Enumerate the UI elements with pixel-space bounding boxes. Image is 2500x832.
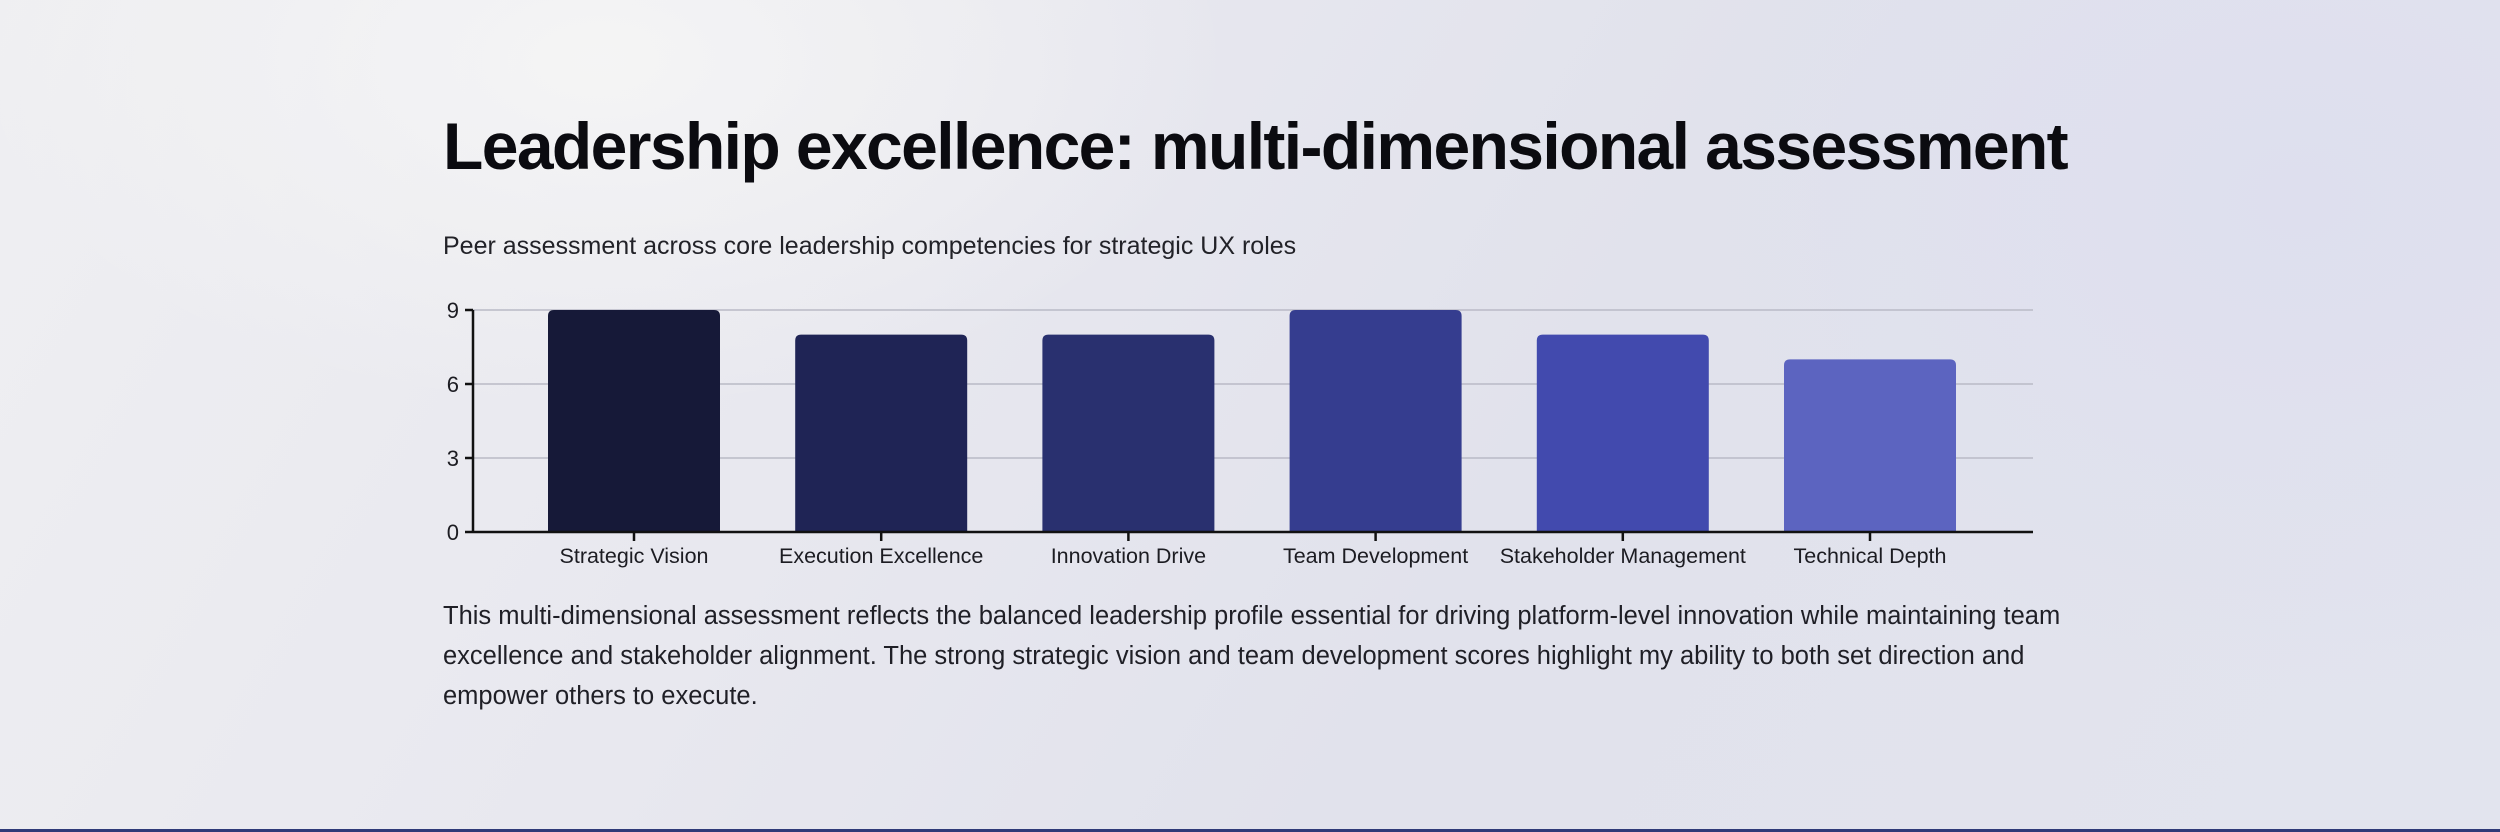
x-tick-label: Execution Excellence — [779, 544, 983, 568]
page-title: Leadership excellence: multi-dimensional… — [443, 109, 2069, 183]
bar-team-development — [1289, 310, 1462, 532]
x-tick-label: Technical Depth — [1794, 544, 1947, 568]
x-tick-label: Strategic Vision — [560, 544, 709, 568]
x-tick-label: Stakeholder Management — [1500, 544, 1746, 568]
bar-stakeholder-management — [1536, 334, 1709, 532]
chart-subtitle: Peer assessment across core leadership c… — [443, 232, 1297, 260]
bar-innovation-drive — [1042, 334, 1215, 532]
gridlines — [473, 309, 2033, 459]
y-tick-label: 9 — [447, 298, 459, 323]
axes — [465, 308, 2033, 541]
y-tick-label: 0 — [447, 520, 459, 545]
bottom-border — [0, 829, 2500, 832]
bar-chart: 0 3 6 9 Strategic Vision Execution Excellence… — [447, 298, 2033, 568]
y-tick-label: 6 — [447, 372, 459, 397]
x-tick-label: Innovation Drive — [1051, 544, 1206, 568]
bar-strategic-vision — [548, 310, 720, 532]
bar-technical-depth — [1784, 359, 1956, 532]
x-tick-label: Team Development — [1283, 544, 1468, 568]
bars — [548, 310, 1956, 532]
tick-labels: 0 3 6 9 Strategic Vision Execution Excellence… — [447, 298, 1947, 568]
y-tick-label: 3 — [447, 446, 459, 471]
bar-execution-excellence — [795, 334, 968, 532]
summary-paragraph: This multi-dimensional assessment reflec… — [443, 602, 2061, 710]
